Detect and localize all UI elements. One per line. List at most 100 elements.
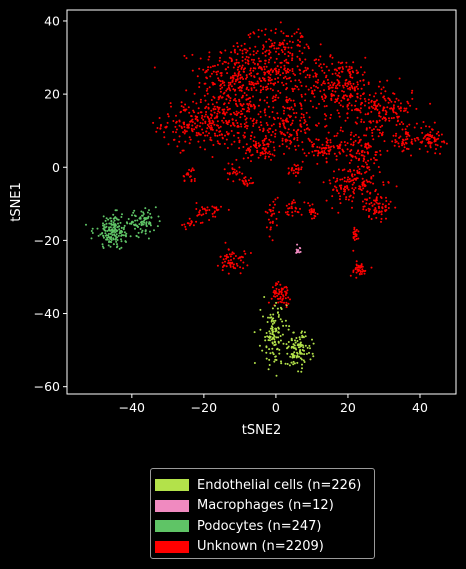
data-point xyxy=(257,35,260,38)
data-point xyxy=(250,58,253,61)
data-point xyxy=(311,203,314,206)
data-point xyxy=(269,221,272,224)
data-point xyxy=(279,318,282,321)
data-point xyxy=(380,217,383,220)
data-point xyxy=(190,170,193,173)
data-point xyxy=(271,222,274,224)
data-point xyxy=(445,142,448,145)
data-point xyxy=(398,145,401,148)
data-point xyxy=(331,195,334,198)
data-point xyxy=(301,52,304,55)
data-point xyxy=(282,297,284,300)
data-point xyxy=(241,256,244,259)
data-point xyxy=(185,108,188,111)
data-point xyxy=(283,67,286,70)
data-point xyxy=(112,223,115,226)
data-point xyxy=(235,119,238,122)
data-point xyxy=(343,180,346,183)
data-point xyxy=(285,82,288,85)
data-point xyxy=(303,128,306,131)
data-point xyxy=(411,89,414,92)
data-point xyxy=(235,158,238,161)
data-point xyxy=(110,222,113,225)
data-point xyxy=(137,231,140,234)
data-point xyxy=(269,226,272,229)
data-point xyxy=(242,261,245,264)
data-point xyxy=(327,144,330,147)
data-point xyxy=(210,124,213,127)
data-point xyxy=(226,172,229,175)
data-point xyxy=(301,330,303,333)
data-point xyxy=(265,122,268,124)
data-point xyxy=(265,357,268,360)
data-point xyxy=(350,84,353,87)
data-point xyxy=(290,353,293,356)
data-point xyxy=(159,127,162,130)
data-point xyxy=(249,69,252,72)
data-point xyxy=(242,84,245,87)
data-point xyxy=(334,180,337,183)
data-point xyxy=(329,54,332,57)
data-point xyxy=(215,207,218,210)
data-point xyxy=(261,77,264,79)
data-point xyxy=(137,236,140,239)
data-point xyxy=(225,98,228,101)
data-point xyxy=(249,252,252,254)
data-point xyxy=(214,215,217,218)
data-point xyxy=(227,95,230,98)
data-point xyxy=(307,45,310,48)
data-point xyxy=(355,85,358,88)
data-point xyxy=(329,84,332,87)
data-point xyxy=(267,61,270,64)
data-point xyxy=(315,107,318,110)
data-point xyxy=(124,234,127,237)
data-point xyxy=(373,157,375,159)
data-point xyxy=(297,88,300,91)
data-point xyxy=(212,83,215,86)
data-point xyxy=(219,87,222,90)
data-point xyxy=(403,146,406,149)
data-point xyxy=(104,232,107,235)
data-point xyxy=(400,121,403,124)
data-point xyxy=(311,90,314,92)
data-point xyxy=(294,104,296,107)
data-point xyxy=(308,344,311,347)
data-point xyxy=(300,95,303,98)
data-point xyxy=(297,171,300,174)
data-point xyxy=(215,73,218,76)
data-point xyxy=(272,95,275,98)
data-point xyxy=(286,107,289,110)
data-point xyxy=(323,82,326,85)
data-point xyxy=(379,131,381,134)
data-point xyxy=(292,129,295,132)
data-point xyxy=(369,192,372,195)
data-point xyxy=(272,209,274,212)
data-point xyxy=(232,257,235,260)
legend-label-macrophages: Macrophages (n=12) xyxy=(197,498,334,514)
data-point xyxy=(232,77,235,79)
data-point xyxy=(323,105,326,108)
data-point xyxy=(269,39,272,42)
data-point xyxy=(351,70,354,73)
data-point xyxy=(219,56,221,59)
data-point xyxy=(354,186,357,189)
data-point xyxy=(423,135,426,138)
data-point xyxy=(335,158,338,161)
data-point xyxy=(267,72,270,75)
data-point xyxy=(308,204,311,207)
data-point xyxy=(338,146,341,149)
data-point xyxy=(374,108,376,111)
data-point xyxy=(249,100,252,103)
data-point xyxy=(375,209,378,212)
data-point xyxy=(221,133,223,136)
data-point xyxy=(110,239,113,241)
data-point xyxy=(323,147,326,150)
data-point xyxy=(213,96,216,99)
data-point xyxy=(346,185,348,187)
data-point xyxy=(102,236,105,239)
data-point xyxy=(374,153,377,156)
data-point xyxy=(104,226,107,229)
data-point xyxy=(347,107,350,110)
data-point xyxy=(262,46,265,48)
data-point xyxy=(401,144,404,147)
